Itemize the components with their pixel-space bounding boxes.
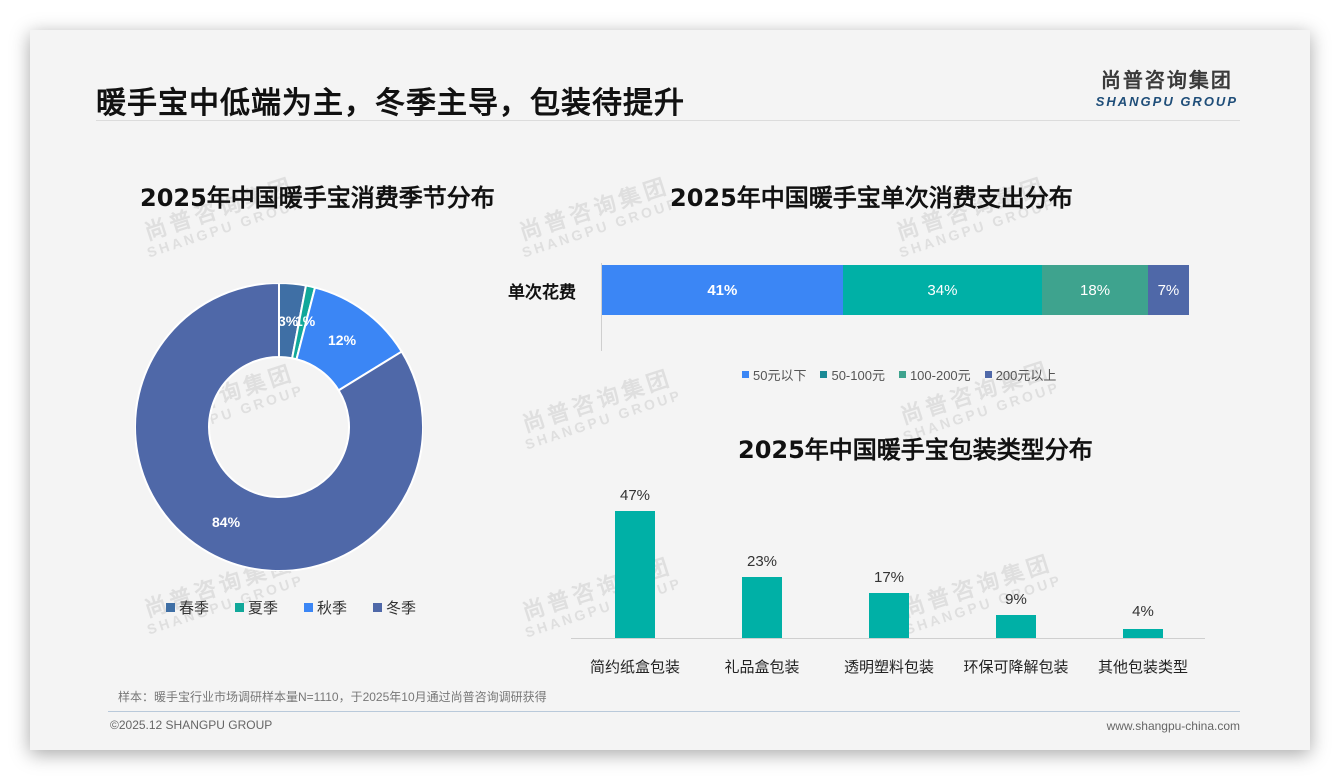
legend-swatch (820, 371, 828, 378)
donut-label-summer: 1% (295, 313, 316, 329)
bar-eco-degradable: 9% (996, 591, 1036, 639)
watermark: 尚普咨询集团 SHANGPU GROUP (519, 365, 685, 453)
legend-item-winter: 冬季 (373, 597, 416, 618)
brand-logo: 尚普咨询集团 SHANGPU GROUP (1096, 64, 1238, 109)
page-title: 暖手宝中低端为主，冬季主导，包装待提升 (96, 86, 685, 121)
spend-chart-title: 2025年中国暖手宝单次消费支出分布 (670, 184, 1073, 212)
legend-swatch (898, 371, 906, 378)
spend-axis-line (601, 263, 602, 351)
logo-chinese: 尚普咨询集团 (1100, 68, 1233, 92)
copyright-text: ©2025.12 SHANGPU GROUP (110, 718, 273, 732)
slide: 暖手宝中低端为主，冬季主导，包装待提升 尚普咨询集团 SHANGPU GROUP… (30, 30, 1310, 750)
website-link[interactable]: www.shangpu-china.com (1106, 719, 1240, 733)
bar-simple-paper-box: 47% (615, 487, 655, 639)
donut-label-spring: 3% (278, 313, 299, 329)
bar-value: 47% (619, 487, 651, 504)
legend-item-spring: 春季 (166, 597, 209, 618)
bar-gift-box: 23% (742, 553, 782, 639)
bar-category-label: 简约纸盒包装 (589, 659, 680, 676)
legend-item-autumn: 秋季 (304, 597, 347, 618)
sample-footnote: 样本：暖手宝行业市场调研样本量N=1110，于2025年10月通过尚普咨询调研获… (118, 690, 547, 704)
legend-swatch (742, 371, 749, 378)
spend-segment-100-200: 18% (1042, 265, 1148, 315)
title-divider (96, 120, 1240, 121)
watermark: 尚普咨询集团 SHANGPU GROUP (516, 173, 682, 261)
legend-item-100-200: 100-200元 (898, 365, 971, 384)
spend-segment-over-200: 7% (1147, 265, 1189, 315)
donut-slice-winter (134, 281, 425, 572)
spend-category-label: 单次花费 (508, 283, 576, 303)
spend-legend: 50元以下 50-100元 100-200元 200元以上 (742, 365, 1056, 384)
logo-english: SHANGPU GROUP (1095, 94, 1238, 109)
package-chart-title: 2025年中国暖手宝包装类型分布 (738, 436, 1093, 464)
bar-category-label: 透明塑料包装 (843, 659, 934, 676)
bar-value: 9% (1005, 591, 1027, 608)
legend-swatch (235, 603, 245, 612)
season-donut-chart: 3% 1% 12% 84% (134, 281, 425, 572)
bar-other: 4% (1123, 603, 1163, 639)
spend-segment-50-100: 34% (842, 265, 1043, 315)
footer-divider (108, 711, 1240, 712)
legend-item-summer: 夏季 (235, 597, 278, 618)
legend-swatch (304, 603, 314, 612)
season-chart-title: 2025年中国暖手宝消费季节分布 (140, 184, 495, 212)
legend-swatch (166, 603, 175, 612)
bar-category-label: 其他包装类型 (1097, 659, 1188, 676)
bar-category-label: 礼品盒包装 (724, 659, 800, 676)
package-axis-line (571, 638, 1205, 639)
donut-label-winter: 84% (212, 514, 241, 530)
season-legend: 春季 夏季 秋季 冬季 (166, 597, 416, 618)
package-bar-chart: 47% 23% 17% 9% 4% (571, 487, 1205, 639)
legend-swatch (373, 603, 383, 612)
bar-clear-plastic: 17% (869, 569, 909, 639)
legend-item-over-200: 200元以上 (984, 365, 1056, 384)
bar-value: 23% (746, 553, 778, 570)
donut-label-autumn: 12% (328, 332, 357, 348)
legend-item-under-50: 50元以下 (742, 365, 806, 384)
donut-svg (134, 281, 425, 572)
bar-value: 17% (873, 569, 905, 586)
legend-swatch (984, 371, 992, 378)
spend-segment-under-50: 41% (602, 265, 843, 315)
bar-category-label: 环保可降解包装 (963, 659, 1069, 676)
spend-stacked-bar: 41% 34% 18% 7% (602, 265, 1189, 315)
bar-value: 4% (1132, 603, 1154, 620)
legend-item-50-100: 50-100元 (820, 365, 885, 384)
